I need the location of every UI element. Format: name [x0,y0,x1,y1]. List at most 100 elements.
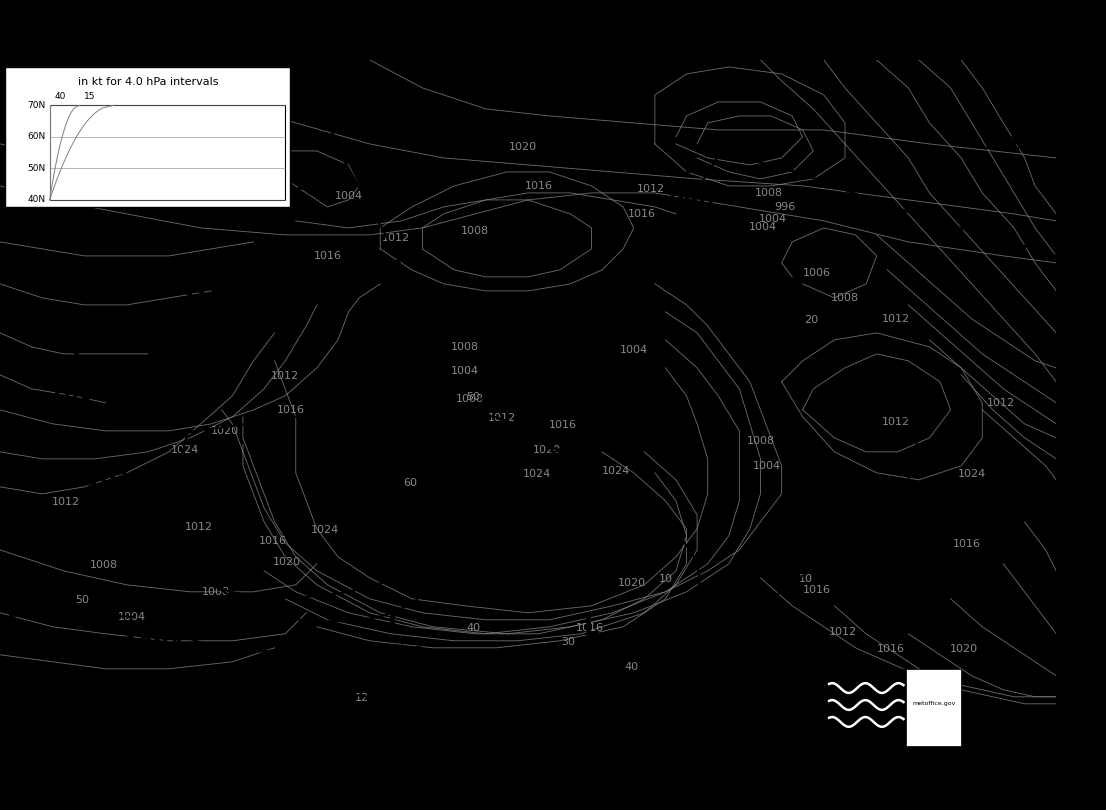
Text: 1024: 1024 [958,469,985,480]
Text: 1008: 1008 [201,586,230,597]
Text: 80: 80 [49,207,60,216]
Text: 1015: 1015 [561,653,623,673]
Text: L: L [280,137,295,161]
Text: 990: 990 [669,191,714,211]
Text: 1020: 1020 [950,644,979,654]
Text: 50: 50 [467,392,480,403]
Text: H: H [401,505,422,528]
Text: ×: × [152,633,161,642]
Text: 1024: 1024 [602,467,630,476]
Text: ×: × [395,643,404,653]
Text: 1012: 1012 [382,233,410,243]
Text: L: L [108,434,124,458]
Text: 1027: 1027 [571,545,633,565]
Text: H: H [592,508,613,531]
Text: 1004: 1004 [122,636,185,656]
Text: 1022: 1022 [165,324,227,344]
Text: 40: 40 [54,92,66,100]
Text: 60N: 60N [28,132,45,142]
Text: 1008: 1008 [456,394,484,404]
Text: 1008: 1008 [461,227,489,237]
Text: L: L [145,599,161,623]
Text: ×: × [80,381,90,390]
Text: 1004: 1004 [118,612,146,622]
Text: ×: × [671,417,680,427]
Text: 30: 30 [561,637,575,647]
Text: 10: 10 [658,574,672,584]
Text: L: L [22,564,38,588]
Text: ×: × [1010,497,1019,507]
Text: 1020: 1020 [273,557,301,568]
Text: 997: 997 [264,174,311,194]
Text: L: L [71,347,87,371]
Text: 1010: 1010 [987,545,1041,565]
Text: 1010: 1010 [85,471,147,491]
Text: 25: 25 [84,207,95,216]
Text: 1004: 1004 [334,191,363,202]
Text: ×: × [413,538,421,548]
Text: metoffice.gov: metoffice.gov [912,701,956,706]
Text: 10: 10 [799,574,813,584]
Text: ×: × [692,190,702,199]
Text: ×: × [146,529,156,539]
Bar [6,67,291,207]
Text: L: L [684,155,700,178]
Text: 996: 996 [774,202,795,212]
Text: 60: 60 [403,479,417,488]
Text: 1020: 1020 [211,426,239,436]
Text: 1004: 1004 [759,214,787,224]
Text: 1012: 1012 [881,417,910,428]
Text: 1016: 1016 [876,644,905,654]
Text: 1008: 1008 [90,561,117,570]
Text: ×: × [553,331,562,341]
Text: 1006: 1006 [782,467,844,488]
Text: ×: × [424,324,432,335]
Text: 1016: 1016 [313,251,342,261]
Text: 1016: 1016 [575,623,604,633]
Text: 1024: 1024 [522,469,551,480]
Text: 1020: 1020 [533,446,561,455]
Text: 1012: 1012 [881,314,910,324]
Text: 50: 50 [75,595,90,605]
Text: 1029: 1029 [380,541,442,561]
Text: L: L [1006,508,1022,531]
Text: 1016: 1016 [549,420,577,430]
Text: 1010: 1010 [365,646,427,666]
Text: 40: 40 [625,663,638,672]
Text: 1020: 1020 [509,143,536,152]
Text: ×: × [814,464,823,475]
Text: 70N: 70N [28,101,45,110]
Text: 1004: 1004 [619,345,648,356]
Text: 1016: 1016 [259,536,286,547]
Text: 1016: 1016 [524,181,553,191]
Text: 1006: 1006 [803,268,831,279]
Text: H: H [185,288,206,311]
Text: ×: × [32,597,42,608]
Text: 1000: 1000 [523,335,586,355]
Text: 1016: 1016 [952,539,980,549]
Text: 1024: 1024 [170,445,199,454]
Text: 1012: 1012 [51,497,80,507]
Text: 1004: 1004 [450,366,479,377]
Text: 1012: 1012 [185,522,212,532]
Text: ×: × [588,648,598,659]
Text: L: L [388,609,404,633]
Bar [824,669,906,746]
Text: ×: × [476,530,486,539]
Text: 1008: 1008 [831,293,859,303]
Text: 1012: 1012 [488,413,515,424]
Text: 12: 12 [355,693,369,703]
Text: ×: × [639,543,649,552]
Text: in kt for 4.0 hPa intervals: in kt for 4.0 hPa intervals [77,78,218,87]
Text: ×: × [205,304,213,313]
Text: 1016: 1016 [628,209,656,219]
Text: 1012: 1012 [983,135,1034,153]
Text: 1001: 1001 [392,328,453,347]
Text: 10: 10 [137,207,148,216]
Text: L: L [805,431,822,454]
Text: L: L [584,616,599,640]
Text: 40: 40 [466,623,480,633]
Text: 1016: 1016 [803,586,831,595]
Text: L: L [415,291,430,315]
Text: 1012: 1012 [637,185,665,194]
